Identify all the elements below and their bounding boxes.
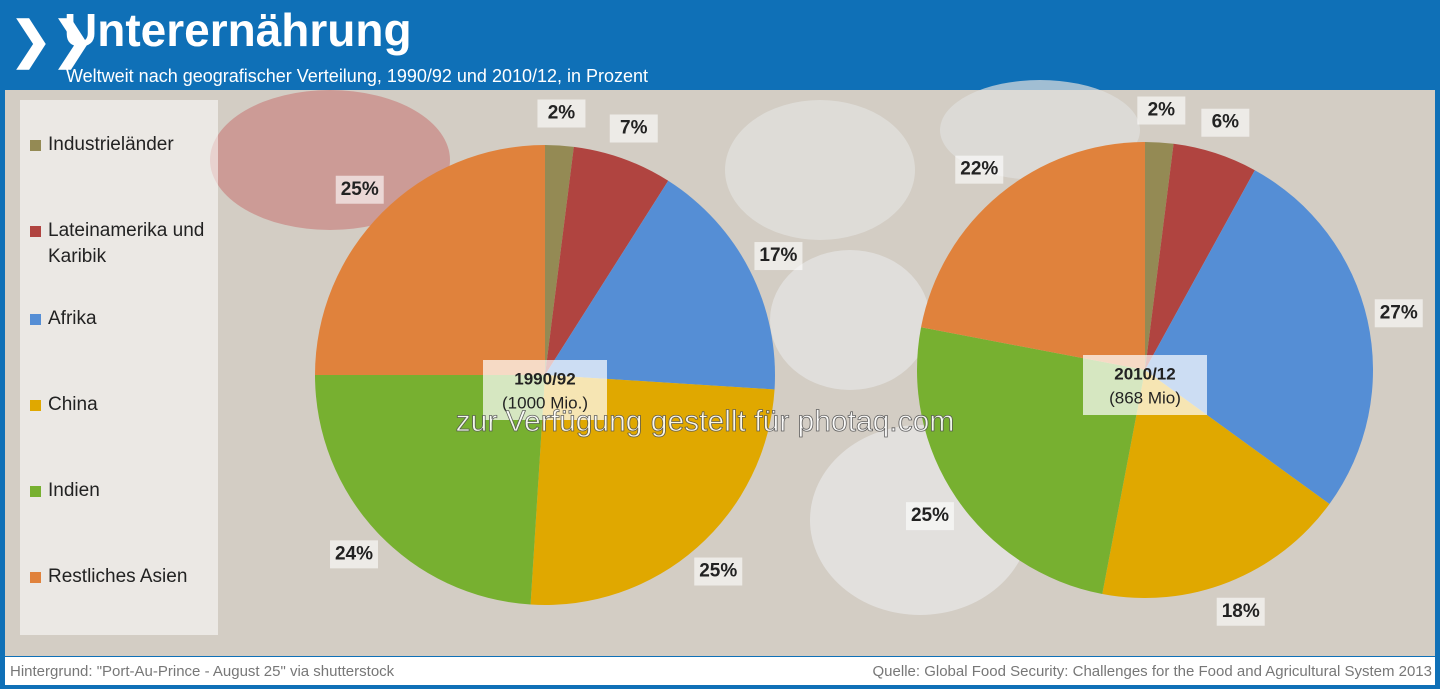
pie-slice: [1102, 370, 1330, 598]
legend-swatch: [30, 314, 41, 325]
pie-slice: [921, 142, 1145, 370]
legend-swatch: [30, 400, 41, 411]
photo-shape: [725, 100, 915, 240]
photo-shape: [210, 90, 450, 230]
legend-label: China: [48, 394, 98, 415]
legend-label: Afrika: [48, 308, 97, 329]
photo-shape: [770, 250, 930, 390]
value-label: 2%: [548, 103, 576, 124]
legend-label: Industrieländer: [48, 134, 174, 155]
value-label-bg: [1216, 597, 1265, 626]
pie-slice: [545, 145, 574, 375]
value-label-bg: [609, 114, 658, 143]
value-label-bg: [754, 242, 803, 271]
value-label-bg: [694, 557, 743, 586]
value-label-bg: [1137, 96, 1186, 125]
value-label: 2%: [1148, 100, 1176, 121]
pie-slice: [545, 180, 775, 390]
value-label: 25%: [911, 505, 949, 526]
legend-swatch: [30, 226, 41, 237]
legend-swatch: [30, 140, 41, 151]
value-label-bg: [905, 502, 954, 531]
watermark: zur Verfügung gestellt für photaq.com: [456, 405, 955, 438]
pie-slice: [314, 375, 545, 605]
value-label: 27%: [1380, 302, 1418, 323]
value-label: 17%: [759, 245, 797, 266]
value-label-bg: [537, 99, 586, 128]
value-label: 22%: [960, 159, 998, 180]
center-sublabel: (868 Mio): [1109, 388, 1181, 407]
center-sublabel: (1000 Mio.): [502, 393, 588, 412]
legend-label: Lateinamerika und Karibik: [48, 220, 205, 267]
pie-slice: [1145, 143, 1255, 370]
value-label: 25%: [341, 179, 379, 200]
legend-swatch: [30, 486, 41, 497]
value-label: 7%: [620, 118, 648, 139]
value-label: 24%: [335, 543, 373, 564]
value-label-bg: [330, 540, 379, 569]
pie-slice: [315, 145, 545, 375]
value-label-bg: [1374, 299, 1423, 328]
title: Unterernährung: [64, 4, 412, 56]
footer-right: Quelle: Global Food Security: Challenges…: [873, 663, 1432, 680]
logo-mark: ❯❯: [10, 12, 94, 70]
center-label-bg: [1083, 355, 1207, 415]
legend-box: [20, 100, 218, 635]
center-label: 2010/12: [1114, 364, 1175, 383]
center-label: 1990/92: [514, 369, 575, 388]
value-label-bg: [335, 175, 384, 204]
value-label-bg: [955, 155, 1004, 184]
value-label: 18%: [1222, 601, 1260, 622]
footer-strip: [5, 657, 1435, 685]
legend-swatch: [30, 572, 41, 583]
value-label-bg: [1201, 108, 1250, 137]
footer-left: Hintergrund: "Port-Au-Prince - August 25…: [10, 663, 395, 680]
pie-slice: [545, 146, 669, 375]
legend-label: Restliches Asien: [48, 566, 188, 587]
pie-slice: [1145, 142, 1174, 370]
center-label-bg: [483, 360, 607, 420]
legend-label: Indien: [48, 480, 100, 501]
pie-slice: [1145, 170, 1373, 505]
subtitle: Weltweit nach geografischer Verteilung, …: [66, 66, 648, 86]
value-label: 6%: [1212, 112, 1240, 133]
pie-slice: [530, 375, 775, 605]
value-label: 25%: [699, 561, 737, 582]
